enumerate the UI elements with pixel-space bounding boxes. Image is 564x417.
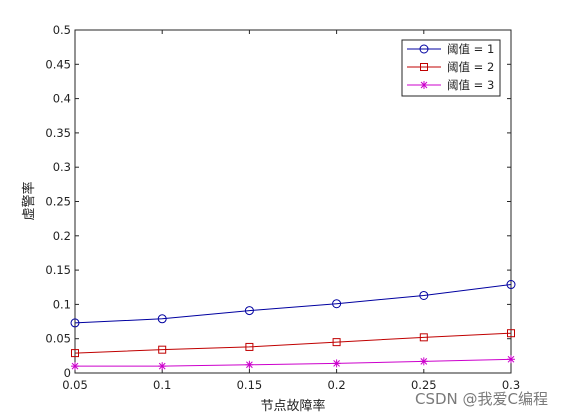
series-layer: [70, 280, 516, 371]
data-point: [245, 360, 254, 369]
data-point: [71, 349, 79, 358]
legend-entry: 阈值 = 2: [407, 60, 494, 74]
data-point: [507, 329, 515, 338]
y-axis-label: 虚警率: [21, 181, 37, 220]
x-tick-label: 0.15: [237, 378, 263, 392]
y-tick-label: 0.05: [45, 332, 71, 346]
data-point: [332, 359, 341, 368]
series-2: [71, 329, 515, 358]
data-point: [420, 63, 428, 71]
y-tick-label: 0.3: [53, 160, 71, 174]
x-tick-label: 0.1: [153, 378, 171, 392]
data-point: [507, 355, 515, 364]
y-tick-label: 0: [64, 366, 71, 380]
data-point: [420, 81, 428, 89]
legend-label: 阈值 = 1: [447, 42, 494, 56]
data-point: [158, 345, 167, 354]
data-point: [332, 299, 342, 309]
data-point: [71, 362, 79, 371]
legend-entry: 阈值 = 3: [407, 78, 494, 92]
y-tick-label: 0.45: [45, 57, 71, 71]
data-point: [419, 333, 428, 342]
data-point: [70, 318, 80, 328]
series-1: [70, 280, 516, 328]
y-tick-label: 0.25: [45, 195, 71, 209]
x-tick-label: 0.25: [411, 378, 437, 392]
legend-entry: 阈值 = 1: [407, 42, 494, 56]
data-point: [158, 362, 167, 371]
x-axis-ticks: 0.05 0.1 0.15 0.2 0.25 0.3: [62, 30, 520, 392]
series-3: [71, 355, 515, 371]
y-tick-label: 0.5: [53, 23, 71, 37]
series-line: [74, 284, 512, 324]
legend: 阈值 = 1 阈值 = 2 阈值 = 3: [401, 39, 501, 97]
legend-label: 阈值 = 2: [447, 60, 494, 74]
x-tick-label: 0.2: [327, 378, 345, 392]
watermark: CSDN @我爱C编程: [415, 390, 548, 408]
y-tick-label: 0.4: [53, 92, 71, 106]
x-axis-label: 节点故障率: [260, 398, 325, 414]
data-point: [419, 44, 429, 54]
legend-label: 阈值 = 3: [447, 78, 494, 92]
data-point: [332, 338, 341, 347]
x-tick-label: 0.05: [62, 378, 88, 392]
data-point: [244, 306, 254, 316]
data-point: [506, 280, 516, 290]
x-tick-label: 0.3: [502, 378, 520, 392]
series-line: [75, 358, 512, 367]
data-point: [245, 342, 254, 351]
y-tick-label: 0.15: [45, 263, 71, 277]
data-point: [419, 357, 428, 366]
series-line: [74, 332, 512, 354]
data-point: [157, 314, 167, 324]
data-point: [419, 290, 429, 300]
y-tick-label: 0.35: [45, 126, 71, 140]
y-axis-ticks: 0 0.05 0.1 0.15 0.2 0.25 0.3 0.35 0.4 0.45 0.5: [45, 23, 511, 380]
y-tick-label: 0.2: [53, 229, 71, 243]
y-tick-label: 0.1: [53, 297, 71, 311]
